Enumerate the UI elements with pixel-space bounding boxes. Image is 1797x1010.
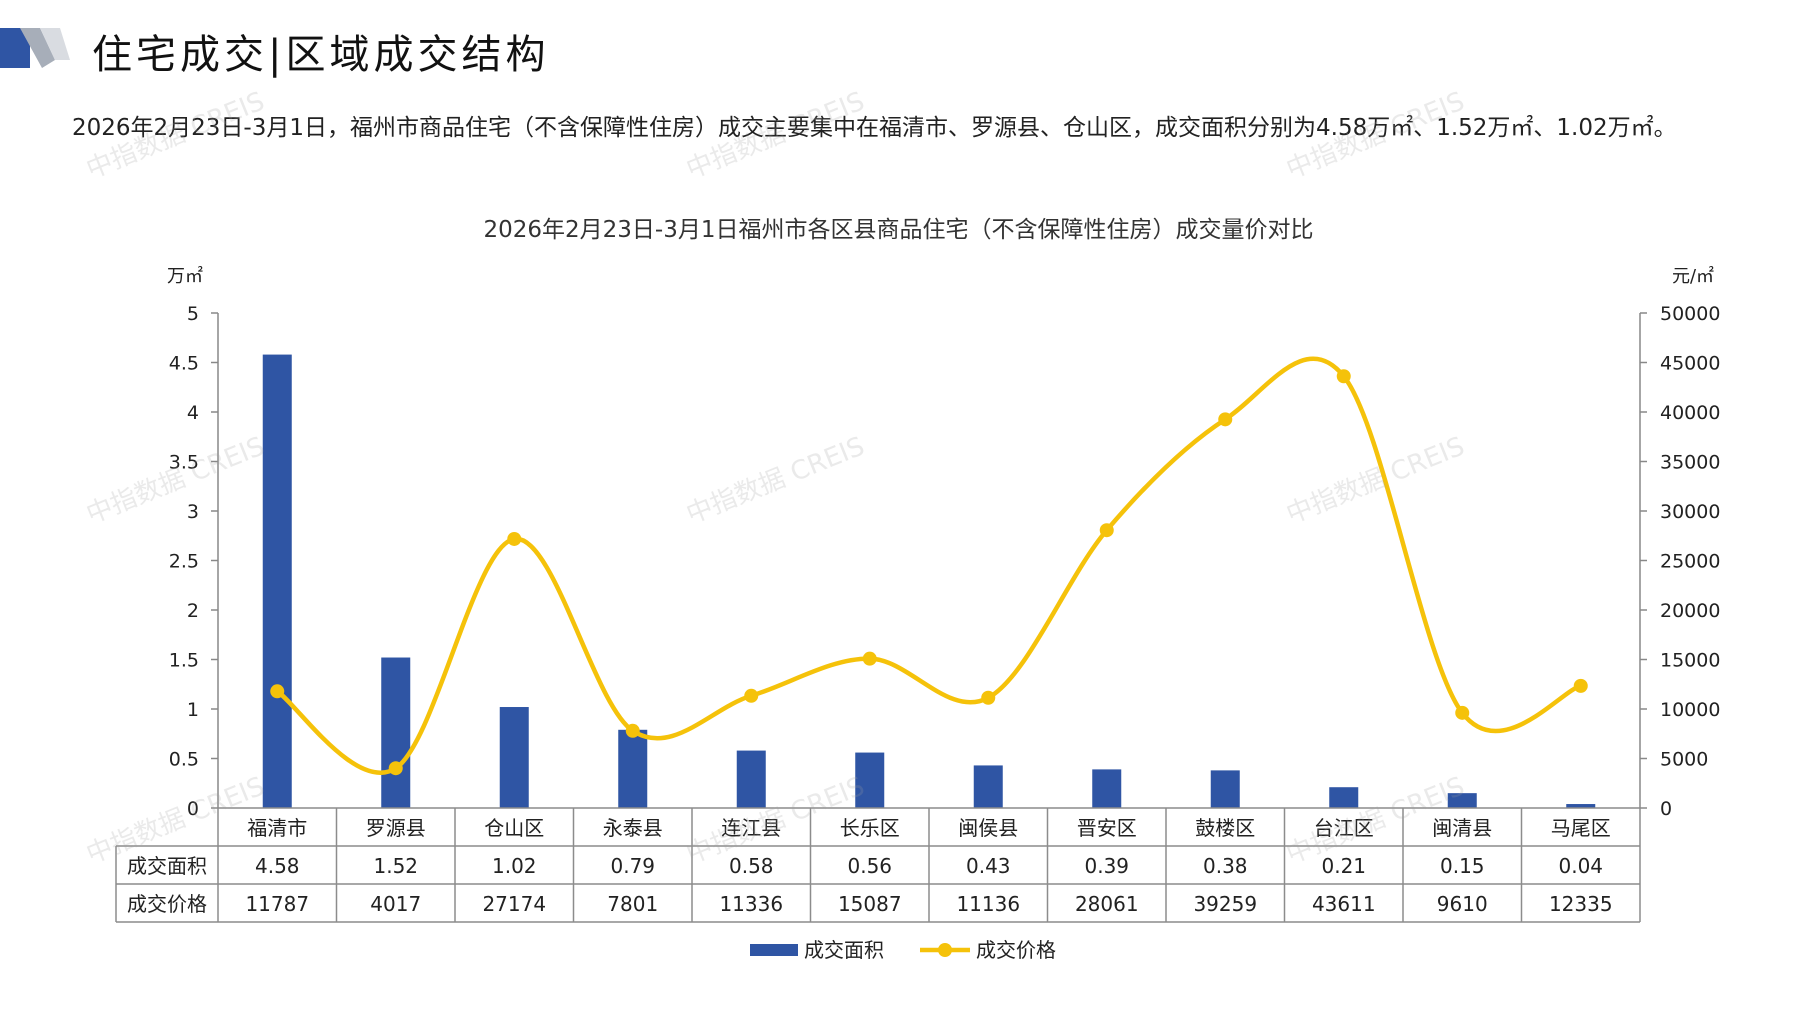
table-cell-area: 0.39 (1084, 854, 1129, 878)
x-tick-label: 罗源县 (366, 816, 426, 840)
y-left-tick-label: 4 (187, 402, 199, 424)
bar-鼓楼区 (1210, 770, 1240, 808)
x-tick-label: 长乐区 (840, 816, 900, 840)
price-point-长乐区 (862, 651, 877, 666)
table-cell-area: 0.21 (1321, 854, 1366, 878)
table-cell-area: 1.02 (492, 854, 537, 878)
y-left-tick-label: 2 (187, 600, 199, 622)
bar-仓山区 (499, 707, 529, 808)
table-cell-price: 12335 (1549, 892, 1613, 916)
bar-福清市 (262, 354, 292, 808)
price-point-福清市 (270, 684, 285, 699)
x-tick-label: 闽清县 (1432, 816, 1492, 840)
y-right-tick-label: 15000 (1660, 650, 1720, 672)
y-left-unit: 万㎡ (167, 265, 203, 287)
x-tick-label: 台江区 (1314, 816, 1374, 840)
table-cell-price: 9610 (1437, 892, 1488, 916)
price-point-晋安区 (1099, 523, 1114, 538)
x-tick-label: 连江县 (721, 816, 781, 840)
price-point-罗源县 (388, 761, 403, 776)
y-left-tick-label: 2.5 (169, 551, 199, 573)
y-right-tick-label: 10000 (1660, 699, 1720, 721)
bar-连江县 (736, 750, 766, 808)
x-tick-label: 永泰县 (603, 816, 663, 840)
table-cell-price: 15087 (838, 892, 902, 916)
table-cell-area: 4.58 (255, 854, 300, 878)
table-cell-price: 27174 (482, 892, 546, 916)
x-tick-label: 闽侯县 (958, 816, 1018, 840)
bar-马尾区 (1566, 804, 1596, 808)
table-cell-price: 43611 (1312, 892, 1376, 916)
chart-title: 2026年2月23日-3月1日福州市各区县商品住宅（不含保障性住房）成交量价对比 (483, 217, 1314, 243)
bar-闽侯县 (973, 765, 1003, 808)
table-cell-price: 11336 (719, 892, 783, 916)
y-right-tick-label: 40000 (1660, 402, 1720, 424)
table-cell-area: 0.58 (729, 854, 774, 878)
bar-永泰县 (618, 729, 648, 808)
legend-swatch-area (750, 944, 798, 956)
price-point-鼓楼区 (1218, 412, 1233, 427)
table-cell-price: 28061 (1075, 892, 1139, 916)
table-cell-price: 39259 (1193, 892, 1257, 916)
price-point-仓山区 (507, 531, 522, 546)
table-cell-price: 11136 (956, 892, 1020, 916)
legend-swatch-price-marker (938, 943, 952, 957)
bar-罗源县 (381, 657, 411, 808)
table-cell-area: 1.52 (373, 854, 418, 878)
table-cell-area: 0.43 (966, 854, 1011, 878)
y-right-unit: 元/㎡ (1672, 265, 1714, 287)
table-cell-area: 0.79 (610, 854, 655, 878)
page-title: 住宅成交|区域成交结构 (92, 32, 550, 78)
x-tick-label: 鼓楼区 (1195, 816, 1255, 840)
y-left-tick-label: 5 (187, 303, 199, 325)
x-tick-label: 马尾区 (1551, 816, 1611, 840)
y-left-tick-label: 4.5 (169, 353, 199, 375)
price-line (275, 356, 1583, 775)
x-tick-label: 福清市 (247, 816, 307, 840)
table-cell-price: 4017 (370, 892, 421, 916)
bar-闽清县 (1447, 793, 1477, 808)
table-cell-area: 0.56 (847, 854, 892, 878)
y-right-tick-label: 25000 (1660, 551, 1720, 573)
price-point-马尾区 (1573, 678, 1588, 693)
y-left-tick-label: 3 (187, 501, 199, 523)
table-cell-price: 7801 (607, 892, 658, 916)
y-left-tick-label: 0 (187, 798, 199, 820)
table-cell-area: 0.38 (1203, 854, 1248, 878)
y-left-tick-label: 1 (187, 699, 199, 721)
bar-台江区 (1329, 787, 1359, 808)
table-row-header: 成交价格 (127, 892, 207, 916)
legend-label-area: 成交面积 (804, 938, 884, 962)
price-point-台江区 (1336, 369, 1351, 384)
price-point-闽清县 (1455, 705, 1470, 720)
bar-晋安区 (1092, 769, 1122, 808)
y-left-tick-label: 1.5 (169, 650, 199, 672)
summary-text: 2026年2月23日-3月1日，福州市商品住宅（不含保障性住房）成交主要集中在福… (72, 115, 1677, 141)
y-right-tick-label: 5000 (1660, 749, 1708, 771)
table-cell-price: 11787 (245, 892, 309, 916)
legend-label-price: 成交价格 (976, 938, 1056, 962)
y-left-tick-label: 3.5 (169, 452, 199, 474)
table-cell-area: 0.15 (1440, 854, 1485, 878)
y-right-tick-label: 35000 (1660, 452, 1720, 474)
price-point-闽侯县 (981, 690, 996, 705)
y-right-tick-label: 30000 (1660, 501, 1720, 523)
y-right-tick-label: 45000 (1660, 353, 1720, 375)
x-tick-label: 晋安区 (1077, 816, 1137, 840)
bar-长乐区 (855, 752, 885, 808)
y-right-tick-label: 50000 (1660, 303, 1720, 325)
table-row-header: 成交面积 (127, 854, 207, 878)
price-point-连江县 (744, 688, 759, 703)
price-point-永泰县 (625, 723, 640, 738)
logo-mark (0, 28, 70, 68)
y-right-tick-label: 20000 (1660, 600, 1720, 622)
y-left-tick-label: 0.5 (169, 749, 199, 771)
x-tick-label: 仓山区 (484, 816, 544, 840)
table-cell-area: 0.04 (1558, 854, 1603, 878)
y-right-tick-label: 0 (1660, 798, 1672, 820)
